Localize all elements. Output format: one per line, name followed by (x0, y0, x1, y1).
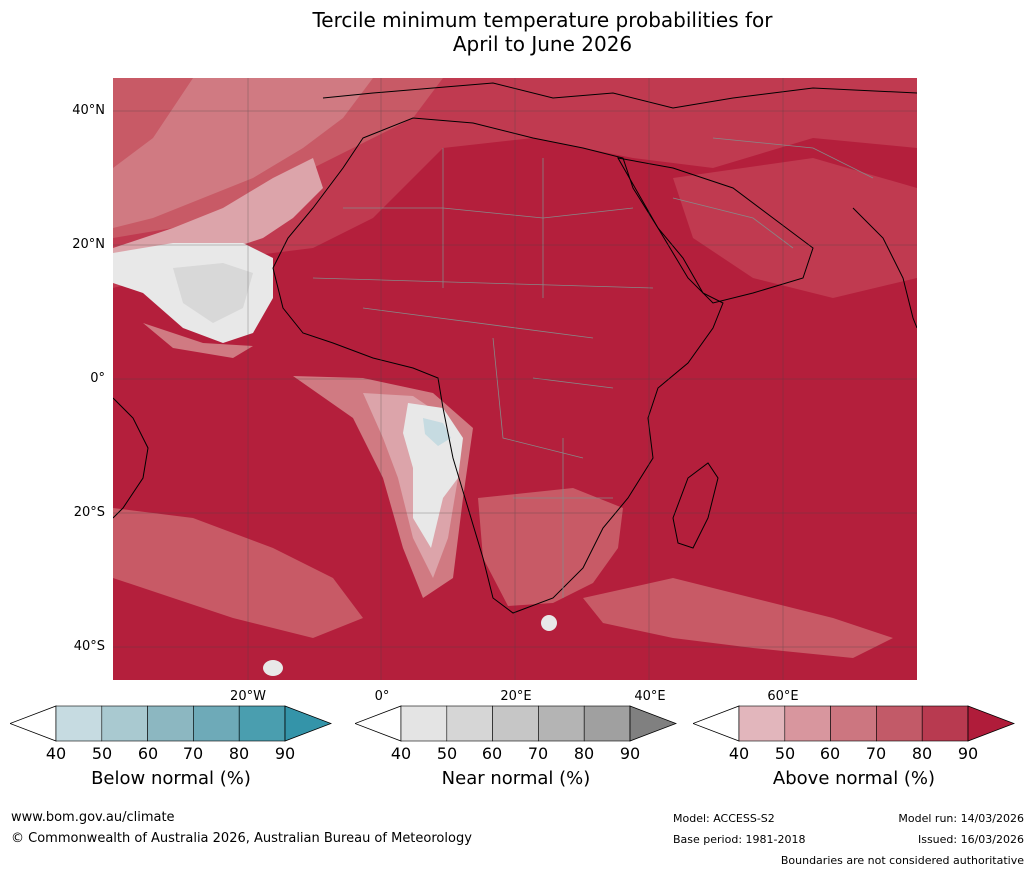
tick: 70 (865, 744, 887, 763)
colorbar-segment (101, 705, 148, 742)
footer-model-run: Model run: 14/03/2026 (898, 812, 1024, 825)
colorbar-segment (492, 705, 539, 742)
map-title: Tercile minimum temperature probabilitie… (0, 8, 1035, 56)
title-line-1: Tercile minimum temperature probabilitie… (312, 8, 773, 32)
colorbar-segment (446, 705, 493, 742)
shading-above-70-south-atlantic (113, 508, 363, 638)
tick: 50 (774, 744, 796, 763)
colorbar-above-normal (693, 705, 1015, 743)
colorbar-near-normal (355, 705, 677, 743)
tick: 90 (619, 744, 641, 763)
colorbar-segment (784, 705, 831, 742)
shading-above-80-arabia (673, 158, 917, 298)
colorbar-segment (400, 705, 448, 742)
africa-coastline (272, 117, 724, 614)
lon-label-40e: 40°E (634, 689, 666, 704)
lat-label-40n: 40°N (72, 103, 105, 118)
arabia-coastline (617, 157, 814, 304)
shading-above-50-atlantic (113, 158, 323, 258)
colorbar-high-arrow (967, 705, 1015, 742)
lon-label-20w: 20°W (230, 689, 266, 704)
country-borders (312, 137, 874, 598)
colorbar-segment (921, 705, 969, 742)
tick: 40 (45, 744, 67, 763)
footer-issued: Issued: 16/03/2026 (917, 833, 1024, 846)
lon-label-60e: 60°E (767, 689, 799, 704)
colorbar-low-arrow (10, 705, 57, 742)
madagascar-coastline (672, 462, 719, 549)
colorbar-segment (55, 705, 103, 742)
tick: 50 (91, 744, 113, 763)
lon-label-20e: 20°E (500, 689, 532, 704)
tick: 90 (274, 744, 296, 763)
south-america-coastline (113, 397, 149, 519)
colorbar-segment (238, 705, 286, 742)
shading-near-40-lesotho (541, 615, 557, 631)
colorbar-segment (538, 705, 585, 742)
title-line-2: April to June 2026 (452, 32, 633, 56)
tick: 80 (911, 744, 933, 763)
colorbar-ticks-below: 40 50 60 70 80 90 (10, 744, 332, 766)
tick: 60 (137, 744, 159, 763)
colorbar-segment (738, 705, 786, 742)
footer-copyright: © Commonwealth of Australia 2026, Austra… (11, 831, 472, 846)
tick: 80 (573, 744, 595, 763)
footer-model: Model: ACCESS-S2 (673, 812, 775, 825)
colorbar-high-arrow (284, 705, 332, 742)
probability-map (113, 78, 917, 680)
tick: 40 (728, 744, 750, 763)
shading-above-70-southern-africa (478, 488, 623, 606)
tick: 40 (390, 744, 412, 763)
footer-base-period: Base period: 1981-2018 (673, 833, 806, 846)
shading-below-40-benguela (423, 418, 451, 446)
shading-above-60-north (113, 78, 373, 228)
footer-url: www.bom.gov.au/climate (11, 810, 175, 825)
colorbar-ticks-near: 40 50 60 70 80 90 (355, 744, 677, 766)
shading-above-60-atlantic-south (143, 323, 253, 358)
tick: 50 (436, 744, 458, 763)
lat-label-20s: 20°S (73, 505, 105, 520)
colorbar-label-above: Above normal (%) (772, 768, 936, 789)
colorbar-segment (876, 705, 923, 742)
colorbar-segment (193, 705, 240, 742)
lat-label-40s: 40°S (73, 639, 105, 654)
colorbar-segment (830, 705, 877, 742)
shading-near-50-atlantic (173, 263, 253, 323)
lat-label-0: 0° (90, 371, 105, 386)
shading-above-70-indian-ocean (583, 578, 893, 658)
lat-label-20n: 20°N (72, 237, 105, 252)
lon-label-0: 0° (374, 689, 390, 704)
tick: 60 (819, 744, 841, 763)
colorbar-low-arrow (355, 705, 402, 742)
colorbar-below-normal (10, 705, 332, 743)
colorbar-label-below: Below normal (%) (91, 768, 251, 789)
colorbar-ticks-above: 40 50 60 70 80 90 (693, 744, 1015, 766)
tick: 60 (481, 744, 503, 763)
tick: 70 (527, 744, 549, 763)
colorbar-low-arrow (693, 705, 740, 742)
tick: 90 (957, 744, 979, 763)
colorbar-segment (147, 705, 194, 742)
tick: 80 (228, 744, 250, 763)
colorbar-segment (583, 705, 631, 742)
colorbar-label-near: Near normal (%) (441, 768, 591, 789)
shading-near-40-south-dot (263, 660, 283, 676)
colorbar-high-arrow (629, 705, 677, 742)
tick: 70 (182, 744, 204, 763)
europe-coastline (322, 82, 917, 109)
india-coastline (852, 207, 917, 329)
footer-disclaimer: Boundaries are not considered authoritat… (780, 854, 1024, 867)
graticule (113, 78, 917, 680)
